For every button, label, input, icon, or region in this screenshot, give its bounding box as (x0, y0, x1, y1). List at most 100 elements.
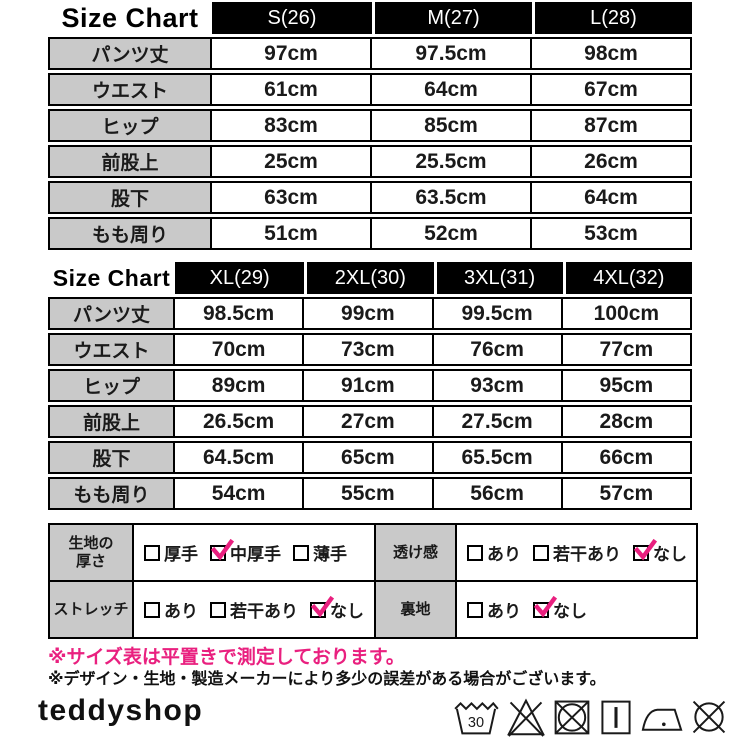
measurement-value: 93cm (433, 369, 563, 402)
measurement-value: 53cm (532, 217, 692, 250)
checkbox-checked-icon (210, 538, 235, 561)
measurement-value: 91cm (304, 369, 434, 402)
size-table-s-to-l: Size Chart S(26) M(27) L(28) パンツ丈 97cm 97.5cm 9… (48, 2, 692, 253)
fabric-option-label: なし (553, 602, 587, 621)
measurement-value: 89cm (175, 369, 305, 402)
measurement-value: 55cm (304, 477, 434, 510)
measurement-label: ウエスト (48, 73, 212, 106)
measurement-label: 前股上 (48, 405, 175, 438)
fabric-option: あり (144, 597, 198, 622)
measurement-value: 52cm (372, 217, 532, 250)
checkbox-icon (533, 544, 549, 561)
fabric-attribute-label: 透け感 (376, 525, 455, 580)
measurement-value: 66cm (562, 441, 692, 474)
svg-text:30: 30 (468, 715, 484, 731)
do-not-bleach-icon (505, 697, 547, 737)
measurement-value: 27.5cm (433, 405, 563, 438)
measurement-label: 股下 (48, 441, 175, 474)
fabric-option: なし (533, 595, 587, 622)
measurement-value: 99cm (304, 297, 434, 330)
fabric-attribute-label: ストレッチ (50, 582, 132, 637)
measurement-value: 87cm (532, 109, 692, 142)
measurement-value: 97cm (212, 37, 372, 70)
fabric-option-label: 薄手 (313, 545, 347, 564)
measurement-value: 67cm (532, 73, 692, 106)
measurement-value: 99.5cm (433, 297, 563, 330)
wash-30-icon: 30 (452, 697, 500, 737)
size-column-header: S(26) (212, 2, 372, 34)
size-column-header: 3XL(31) (433, 262, 563, 294)
size-table-row: ウエスト 61cm 64cm 67cm (48, 73, 692, 106)
measurement-value: 85cm (372, 109, 532, 142)
fabric-option: 若干あり (210, 597, 298, 622)
measurement-label: ヒップ (48, 109, 212, 142)
measurement-value: 97.5cm (372, 37, 532, 70)
checkbox-checked-icon (533, 595, 558, 618)
do-not-tumble-dry-icon (552, 697, 592, 737)
measurement-value: 51cm (212, 217, 372, 250)
measurement-value: 73cm (304, 333, 434, 366)
measurement-value: 64cm (532, 181, 692, 214)
fabric-option-label: あり (487, 602, 521, 621)
fabric-options: 厚手 中厚手 薄手 (134, 525, 374, 580)
checkbox-icon (144, 544, 160, 561)
measurement-value: 76cm (433, 333, 563, 366)
fabric-spec-table: 生地の 厚さ 厚手 中厚手 薄手 透け感 あり 若干あり なし ストレッチ あり 若干あり なし 裏地あ… (48, 523, 698, 639)
fabric-option: 中厚手 (210, 538, 281, 565)
measurement-value: 70cm (175, 333, 305, 366)
fabric-option: 厚手 (144, 540, 198, 565)
fabric-option: あり (467, 540, 521, 565)
iron-low-icon (640, 697, 684, 737)
fabric-option-label: なし (653, 545, 687, 564)
checkbox-checked-icon (633, 538, 658, 561)
measurement-value: 25.5cm (372, 145, 532, 178)
teddyshop-logo: teddyshop (38, 694, 204, 727)
size-table-xl-to-4xl: Size Chart XL(29) 2XL(30) 3XL(31) 4XL(32) パンツ… (48, 262, 692, 513)
fabric-option-label: 若干あり (553, 545, 621, 564)
size-table-row: ヒップ 89cm 91cm 93cm 95cm (48, 369, 692, 402)
measurement-value: 95cm (562, 369, 692, 402)
size-table-row: パンツ丈 98.5cm 99cm 99.5cm 100cm (48, 297, 692, 330)
fabric-option: なし (310, 595, 364, 622)
size-chart-title: Size Chart (52, 264, 171, 291)
size-column-header: 2XL(30) (304, 262, 434, 294)
measurement-label: もも周り (48, 477, 175, 510)
fabric-option-label: 中厚手 (230, 545, 281, 564)
size-chart-header-row: Size Chart XL(29) 2XL(30) 3XL(31) 4XL(32) (48, 262, 692, 294)
checkbox-checked-icon (310, 595, 335, 618)
size-table-row: もも周り 51cm 52cm 53cm (48, 217, 692, 250)
measurement-label: 前股上 (48, 145, 212, 178)
measurement-label: 股下 (48, 181, 212, 214)
fabric-options: あり 若干あり なし (134, 582, 374, 637)
measurement-value: 61cm (212, 73, 372, 106)
measurement-value: 100cm (562, 297, 692, 330)
size-column-header: XL(29) (175, 262, 305, 294)
note-tolerance: ※デザイン・生地・製造メーカーにより多少の誤差がある場合がございます。 (48, 671, 606, 688)
measurement-label: ヒップ (48, 369, 175, 402)
measurement-value: 56cm (433, 477, 563, 510)
laundry-care-icons: 30 (452, 697, 729, 737)
size-table-row: パンツ丈 97cm 97.5cm 98cm (48, 37, 692, 70)
measurement-label: ウエスト (48, 333, 175, 366)
measurement-label: パンツ丈 (48, 37, 212, 70)
size-column-header: L(28) (532, 2, 692, 34)
note-flat-measurement: ※サイズ表は平置きで測定しております。 (48, 647, 405, 668)
measurement-value: 64cm (372, 73, 532, 106)
fabric-option-label: 若干あり (230, 602, 298, 621)
measurement-value: 65.5cm (433, 441, 563, 474)
size-table-row: もも周り 54cm 55cm 56cm 57cm (48, 477, 692, 510)
checkbox-icon (210, 601, 226, 618)
measurement-value: 77cm (562, 333, 692, 366)
do-not-dry-clean-icon (689, 697, 729, 737)
size-table-row: 股下 64.5cm 65cm 65.5cm 66cm (48, 441, 692, 474)
checkbox-icon (467, 601, 483, 618)
measurement-value: 83cm (212, 109, 372, 142)
checkbox-icon (293, 544, 309, 561)
fabric-options: あり なし (457, 582, 696, 637)
measurement-value: 63cm (212, 181, 372, 214)
measurement-value: 28cm (562, 405, 692, 438)
size-table-row: 股下 63cm 63.5cm 64cm (48, 181, 692, 214)
size-table-row: ウエスト 70cm 73cm 76cm 77cm (48, 333, 692, 366)
size-column-header: 4XL(32) (562, 262, 692, 294)
checkbox-icon (144, 601, 160, 618)
